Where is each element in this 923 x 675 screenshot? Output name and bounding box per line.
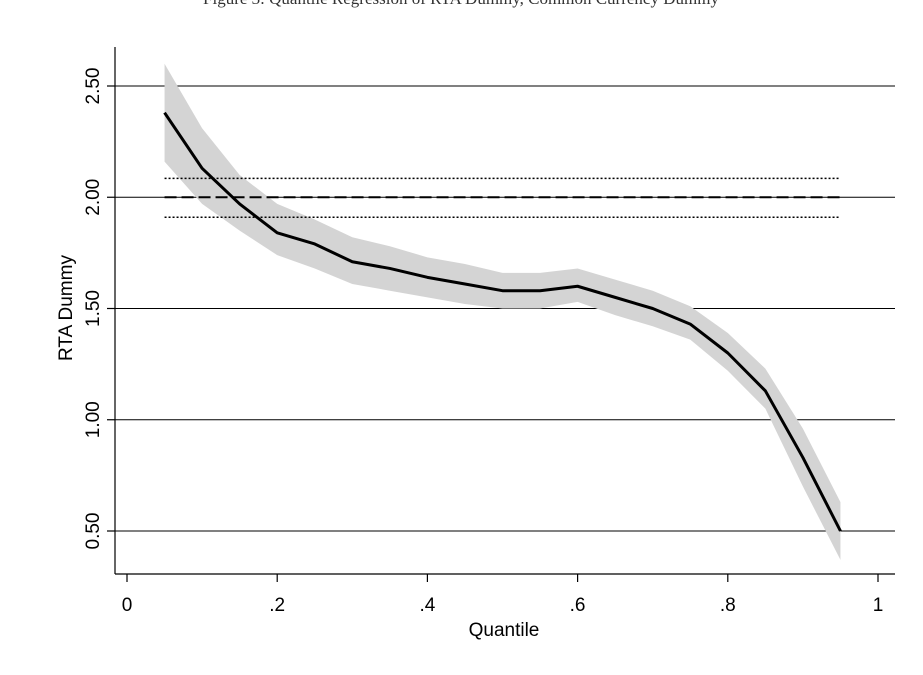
x-tick-label: 1 xyxy=(873,595,884,616)
y-tick-label: 0.50 xyxy=(83,513,104,550)
y-tick-label: 2.50 xyxy=(83,68,104,105)
x-tick-label: .8 xyxy=(720,595,736,616)
confidence-band xyxy=(164,63,841,560)
confidence-band-group xyxy=(164,63,841,560)
series-group xyxy=(163,111,842,532)
x-ticks-group: 0 .2 .4 .6 .8 1 xyxy=(122,574,884,616)
reference-lines-group xyxy=(164,177,841,219)
figure-caption: Figure 3: Quantile Regression of RTA Dum… xyxy=(203,0,719,8)
coefficient-line xyxy=(163,111,842,532)
x-tick-label: 0 xyxy=(122,595,133,616)
x-tick-label: .6 xyxy=(570,595,586,616)
y-tick-label: 1.50 xyxy=(83,290,104,327)
y-ticks-group: 0.50 1.00 1.50 2.00 2.50 xyxy=(83,68,115,550)
y-axis-label: RTA Dummy xyxy=(56,255,77,361)
axes-group xyxy=(114,47,895,575)
y-tick-label: 2.00 xyxy=(83,179,104,216)
x-tick-label: .2 xyxy=(269,595,285,616)
x-axis-label: Quantile xyxy=(469,620,540,641)
y-tick-label: 1.00 xyxy=(83,401,104,438)
x-tick-label: .4 xyxy=(419,595,435,616)
